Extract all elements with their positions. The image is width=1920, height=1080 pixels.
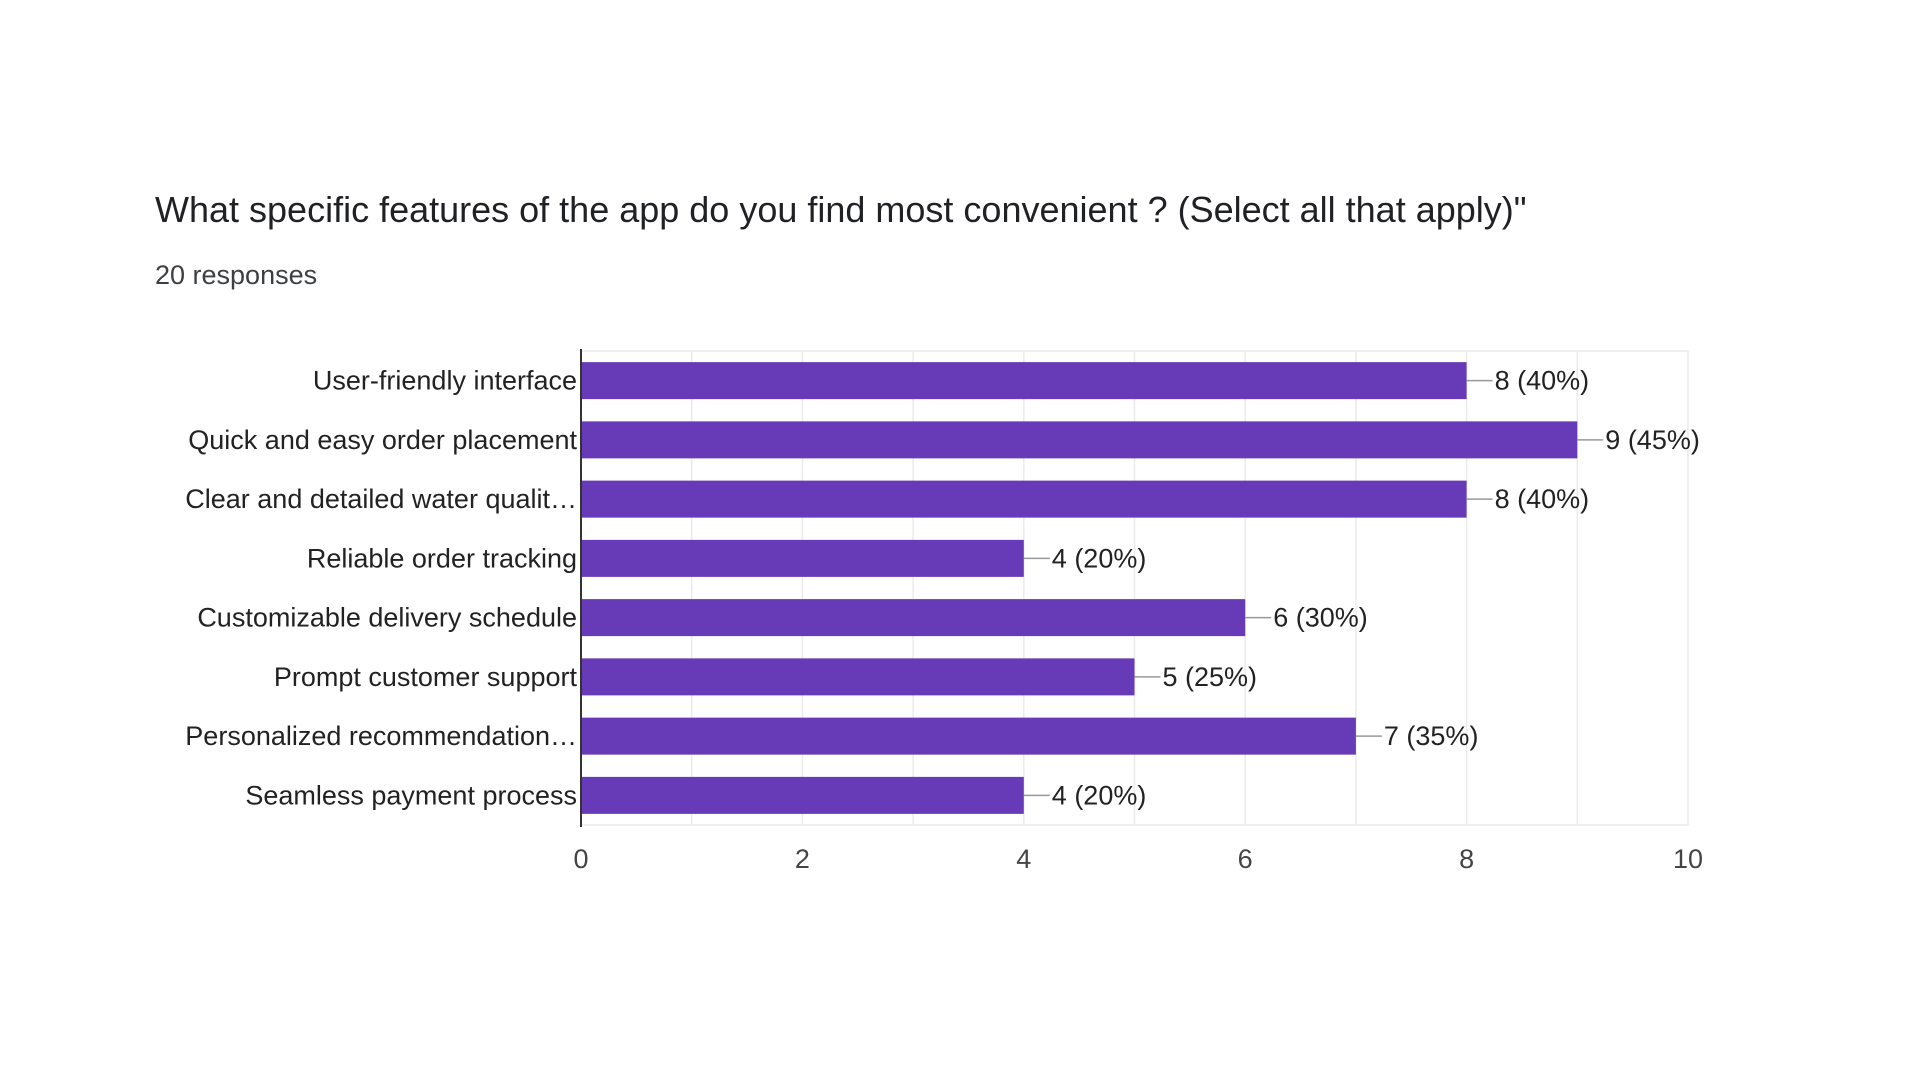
- x-tick-label: 0: [573, 844, 588, 874]
- x-tick-label: 10: [1673, 844, 1703, 874]
- x-tick-label: 8: [1459, 844, 1474, 874]
- category-label: User-friendly interface: [313, 366, 577, 396]
- bar: [581, 776, 1024, 814]
- category-label: Reliable order tracking: [307, 543, 577, 573]
- data-label: 4 (20%): [1052, 780, 1147, 810]
- category-label: Prompt customer support: [274, 662, 578, 692]
- bar: [581, 480, 1467, 518]
- response-count: 20 responses: [155, 260, 318, 290]
- data-label: 4 (20%): [1052, 543, 1147, 573]
- category-label: Clear and detailed water qualit…: [185, 484, 577, 514]
- bar: [581, 658, 1135, 696]
- category-label: Quick and easy order placement: [188, 425, 577, 455]
- data-label: 7 (35%): [1384, 721, 1479, 751]
- category-label: Personalized recommendation…: [185, 721, 577, 751]
- category-label: Seamless payment process: [245, 780, 577, 810]
- question-title: What specific features of the app do you…: [155, 189, 1527, 230]
- data-label: 8 (40%): [1495, 366, 1590, 396]
- data-label: 8 (40%): [1495, 484, 1590, 514]
- x-tick-label: 4: [1016, 844, 1031, 874]
- x-tick-label: 6: [1238, 844, 1253, 874]
- bar: [581, 717, 1356, 755]
- bar: [581, 362, 1467, 400]
- bar: [581, 599, 1246, 637]
- category-label: Customizable delivery schedule: [197, 603, 577, 633]
- bar: [581, 539, 1024, 577]
- bar: [581, 421, 1578, 459]
- data-label: 5 (25%): [1163, 662, 1258, 692]
- data-label: 9 (45%): [1605, 425, 1700, 455]
- x-tick-label: 2: [795, 844, 810, 874]
- data-label: 6 (30%): [1273, 603, 1368, 633]
